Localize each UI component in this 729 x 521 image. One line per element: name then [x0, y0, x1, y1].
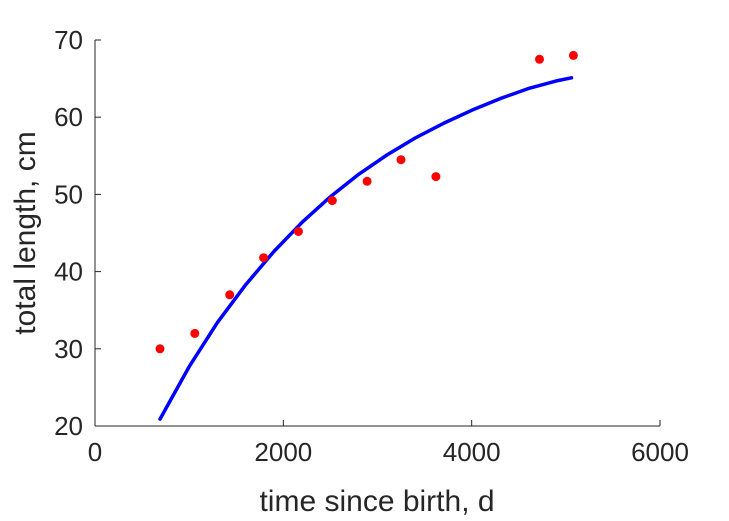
y-tick-label: 30 — [54, 334, 83, 364]
y-tick-label: 60 — [54, 102, 83, 132]
data-point — [535, 54, 544, 64]
x-tick-label: 6000 — [631, 437, 689, 467]
fit-curve-layer — [158, 76, 574, 421]
y-tick-label: 50 — [54, 179, 83, 209]
y-axis-title: total length, cm — [9, 131, 42, 334]
ticks: 0 2000 4000 6000 20 30 40 50 60 70 — [54, 25, 689, 467]
data-point — [327, 196, 337, 206]
fit-curve — [158, 76, 574, 421]
data-point — [190, 328, 200, 338]
y-tick-label: 70 — [54, 25, 83, 55]
data-point — [293, 227, 303, 236]
data-points-layer — [155, 50, 578, 354]
x-tick-label: 2000 — [254, 437, 312, 467]
data-point — [396, 155, 406, 165]
data-point — [362, 176, 372, 186]
data-point — [225, 290, 235, 300]
x-tick-label: 4000 — [443, 437, 501, 467]
y-tick-label: 20 — [54, 411, 83, 441]
data-point — [259, 253, 269, 263]
x-axis-title: time since birth, d — [259, 485, 494, 518]
data-point — [431, 172, 441, 182]
data-point — [568, 50, 578, 60]
x-tick-label: 0 — [88, 437, 102, 467]
y-tick-label: 40 — [54, 257, 83, 287]
data-point — [155, 344, 165, 354]
axes — [94, 40, 660, 427]
